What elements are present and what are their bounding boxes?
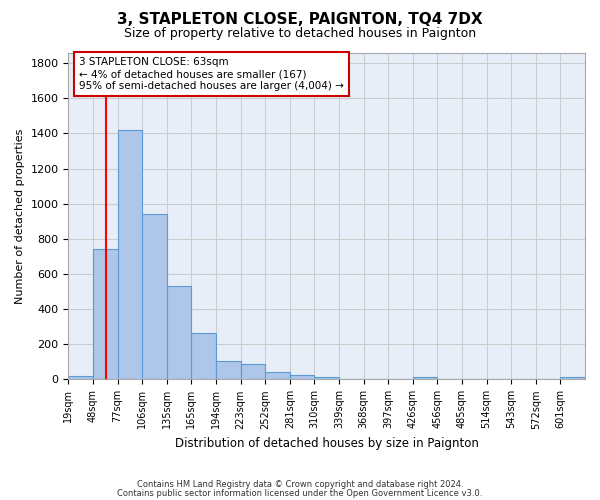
Bar <box>93 250 118 380</box>
Bar <box>290 374 314 380</box>
Bar <box>216 361 241 380</box>
Bar <box>241 364 265 380</box>
Text: Contains public sector information licensed under the Open Government Licence v3: Contains public sector information licen… <box>118 488 482 498</box>
X-axis label: Distribution of detached houses by size in Paignton: Distribution of detached houses by size … <box>175 437 479 450</box>
Bar <box>413 377 437 380</box>
Text: 3 STAPLETON CLOSE: 63sqm
← 4% of detached houses are smaller (167)
95% of semi-d: 3 STAPLETON CLOSE: 63sqm ← 4% of detache… <box>79 58 344 90</box>
Bar <box>560 377 585 380</box>
Text: 3, STAPLETON CLOSE, PAIGNTON, TQ4 7DX: 3, STAPLETON CLOSE, PAIGNTON, TQ4 7DX <box>117 12 483 28</box>
Bar <box>191 333 216 380</box>
Text: Size of property relative to detached houses in Paignton: Size of property relative to detached ho… <box>124 28 476 40</box>
Bar <box>68 376 93 380</box>
Text: Contains HM Land Registry data © Crown copyright and database right 2024.: Contains HM Land Registry data © Crown c… <box>137 480 463 489</box>
Bar <box>142 214 167 380</box>
Y-axis label: Number of detached properties: Number of detached properties <box>15 128 25 304</box>
Bar <box>265 372 290 380</box>
Bar <box>167 286 191 380</box>
Bar <box>118 130 142 380</box>
Bar <box>314 377 339 380</box>
